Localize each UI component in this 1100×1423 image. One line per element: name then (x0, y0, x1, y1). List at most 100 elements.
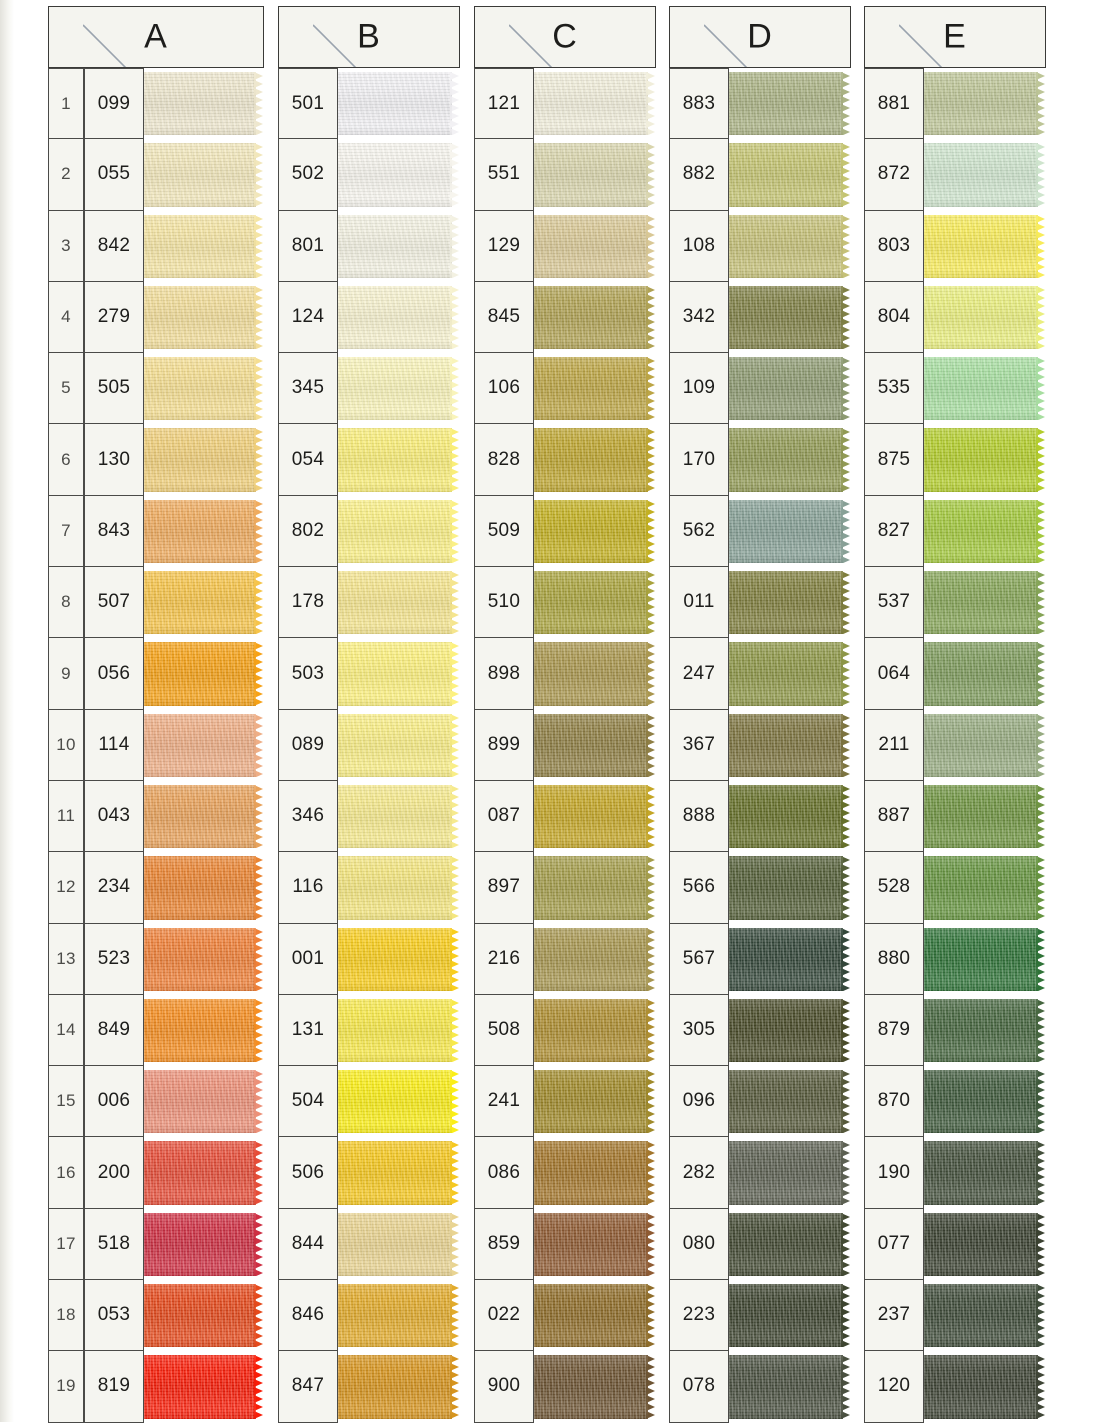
colour-code-cell[interactable]: 056 (84, 638, 144, 710)
table-row[interactable]: 503 (278, 638, 460, 710)
colour-swatch-cell[interactable] (534, 1208, 656, 1281)
table-row[interactable]: 086 (474, 1137, 656, 1209)
colour-swatch-cell[interactable] (924, 495, 1046, 568)
colour-code-cell[interactable]: 819 (84, 1351, 144, 1423)
table-row[interactable]: 077 (864, 1208, 1046, 1281)
colour-code-cell[interactable]: 535 (864, 353, 924, 425)
table-row[interactable]: 502 (278, 139, 460, 211)
table-row[interactable]: 216 (474, 923, 656, 995)
table-row[interactable]: 845 (474, 281, 656, 354)
colour-code-cell[interactable]: 178 (278, 567, 338, 639)
colour-code-cell[interactable]: 043 (84, 780, 144, 853)
table-row[interactable]: 2 055 (48, 139, 264, 211)
colour-swatch-cell[interactable] (144, 567, 264, 639)
colour-code-cell[interactable]: 880 (864, 923, 924, 995)
colour-swatch-cell[interactable] (924, 1208, 1046, 1281)
table-row[interactable]: 870 (864, 1066, 1046, 1138)
colour-code-cell[interactable]: 200 (84, 1137, 144, 1209)
colour-swatch-cell[interactable] (729, 68, 851, 140)
table-row[interactable]: 9 056 (48, 638, 264, 710)
colour-swatch-cell[interactable] (534, 852, 656, 924)
colour-code-cell[interactable]: 504 (278, 1066, 338, 1138)
colour-swatch-cell[interactable] (729, 567, 851, 639)
table-row[interactable]: 846 (278, 1280, 460, 1352)
colour-code-cell[interactable]: 847 (278, 1351, 338, 1423)
colour-swatch-cell[interactable] (729, 210, 851, 282)
table-row[interactable]: 096 (669, 1066, 851, 1138)
table-row[interactable]: 4 279 (48, 281, 264, 354)
colour-code-cell[interactable]: 170 (669, 424, 729, 496)
colour-swatch-cell[interactable] (338, 68, 460, 140)
colour-swatch-cell[interactable] (924, 567, 1046, 639)
table-row[interactable]: 19 819 (48, 1351, 264, 1423)
colour-code-cell[interactable]: 114 (84, 709, 144, 781)
table-row[interactable]: 537 (864, 567, 1046, 639)
table-row[interactable]: 6 130 (48, 424, 264, 496)
table-row[interactable]: 064 (864, 638, 1046, 710)
colour-swatch-cell[interactable] (924, 210, 1046, 282)
colour-swatch-cell[interactable] (144, 1280, 264, 1352)
table-row[interactable]: 001 (278, 923, 460, 995)
colour-code-cell[interactable]: 842 (84, 210, 144, 282)
colour-code-cell[interactable]: 900 (474, 1351, 534, 1423)
colour-code-cell[interactable]: 505 (84, 353, 144, 425)
colour-swatch-cell[interactable] (338, 638, 460, 710)
table-row[interactable]: 237 (864, 1280, 1046, 1352)
colour-code-cell[interactable]: 510 (474, 567, 534, 639)
table-row[interactable]: 535 (864, 353, 1046, 425)
colour-swatch-cell[interactable] (729, 281, 851, 354)
table-row[interactable]: 16 200 (48, 1137, 264, 1209)
colour-swatch-cell[interactable] (144, 139, 264, 211)
table-row[interactable]: 223 (669, 1280, 851, 1352)
colour-swatch-cell[interactable] (338, 567, 460, 639)
colour-code-cell[interactable]: 844 (278, 1208, 338, 1281)
table-row[interactable]: 562 (669, 495, 851, 568)
table-row[interactable]: 15 006 (48, 1066, 264, 1138)
table-row[interactable]: 900 (474, 1351, 656, 1423)
colour-code-cell[interactable]: 801 (278, 210, 338, 282)
table-row[interactable]: 022 (474, 1280, 656, 1352)
colour-swatch-cell[interactable] (144, 495, 264, 568)
colour-code-cell[interactable]: 551 (474, 139, 534, 211)
colour-swatch-cell[interactable] (144, 638, 264, 710)
colour-code-cell[interactable]: 887 (864, 780, 924, 853)
colour-swatch-cell[interactable] (729, 994, 851, 1067)
colour-code-cell[interactable]: 882 (669, 139, 729, 211)
colour-swatch-cell[interactable] (729, 1280, 851, 1352)
colour-code-cell[interactable]: 120 (864, 1351, 924, 1423)
colour-code-cell[interactable]: 064 (864, 638, 924, 710)
colour-swatch-cell[interactable] (534, 139, 656, 211)
colour-code-cell[interactable]: 089 (278, 709, 338, 781)
colour-code-cell[interactable]: 054 (278, 424, 338, 496)
table-row[interactable]: 211 (864, 709, 1046, 781)
colour-code-cell[interactable]: 087 (474, 780, 534, 853)
colour-swatch-cell[interactable] (534, 567, 656, 639)
colour-swatch-cell[interactable] (924, 1280, 1046, 1352)
table-row[interactable]: 501 (278, 68, 460, 140)
colour-swatch-cell[interactable] (338, 353, 460, 425)
table-row[interactable]: 7 843 (48, 495, 264, 568)
table-row[interactable]: 509 (474, 495, 656, 568)
colour-swatch-cell[interactable] (534, 923, 656, 995)
table-row[interactable]: 504 (278, 1066, 460, 1138)
colour-swatch-cell[interactable] (924, 923, 1046, 995)
colour-code-cell[interactable]: 888 (669, 780, 729, 853)
colour-swatch-cell[interactable] (338, 281, 460, 354)
colour-code-cell[interactable]: 881 (864, 68, 924, 140)
table-row[interactable]: 087 (474, 780, 656, 853)
colour-code-cell[interactable]: 130 (84, 424, 144, 496)
table-row[interactable]: 897 (474, 852, 656, 924)
table-row[interactable]: 11 043 (48, 780, 264, 853)
colour-swatch-cell[interactable] (924, 638, 1046, 710)
colour-swatch-cell[interactable] (729, 1351, 851, 1423)
table-row[interactable]: 844 (278, 1208, 460, 1281)
table-row[interactable]: 887 (864, 780, 1046, 853)
table-row[interactable]: 282 (669, 1137, 851, 1209)
colour-swatch-cell[interactable] (924, 139, 1046, 211)
colour-swatch-cell[interactable] (144, 210, 264, 282)
colour-code-cell[interactable]: 342 (669, 281, 729, 354)
colour-code-cell[interactable]: 345 (278, 353, 338, 425)
table-row[interactable]: 882 (669, 139, 851, 211)
table-row[interactable]: 116 (278, 852, 460, 924)
colour-swatch-cell[interactable] (729, 1066, 851, 1138)
